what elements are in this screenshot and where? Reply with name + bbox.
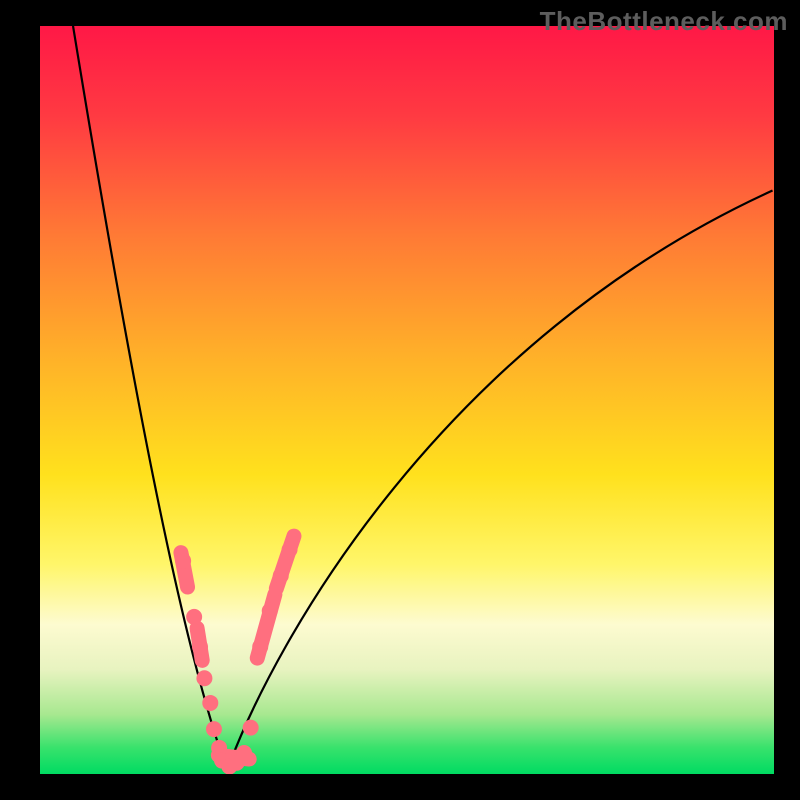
chart-container: TheBottleneck.com [0, 0, 800, 800]
tick-bead-right-0 [252, 639, 268, 655]
tick-bead-right-2 [273, 568, 289, 584]
gradient-background [40, 26, 774, 774]
tick-bead-left-2 [192, 639, 208, 655]
chart-svg [40, 26, 774, 774]
tick-bead-left-3 [196, 670, 212, 686]
tick-bead-left-5 [206, 721, 222, 737]
tick-bead-left-4 [202, 695, 218, 711]
tick-bead-left-1 [186, 609, 202, 625]
tick-bead-bottom-4 [243, 720, 259, 736]
tick-bead-right-3 [282, 542, 298, 558]
chart-plot-area [40, 26, 774, 774]
tick-bead-bottom-3 [236, 745, 252, 761]
watermark-text: TheBottleneck.com [540, 6, 788, 37]
tick-bead-right-1 [262, 603, 278, 619]
tick-bead-left-0 [175, 553, 191, 569]
